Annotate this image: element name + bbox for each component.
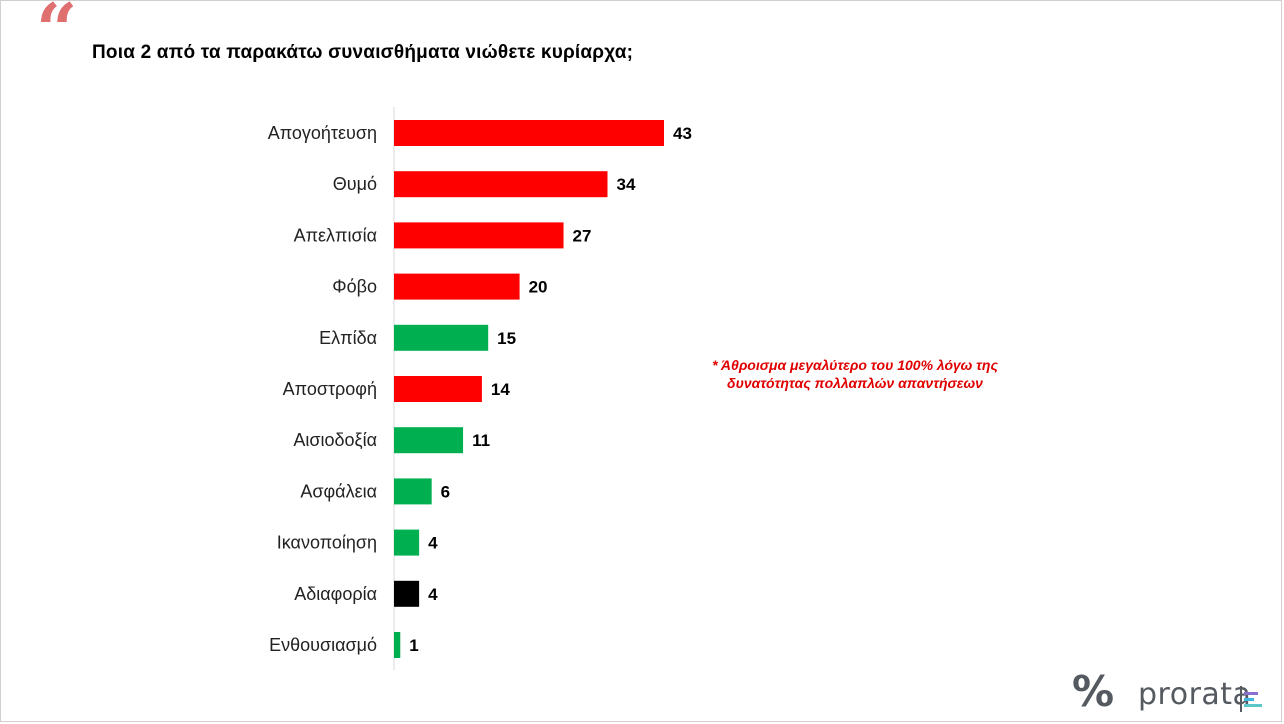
data-label: 4 — [428, 585, 438, 604]
category-label: Θυμό — [333, 174, 377, 194]
bar — [394, 529, 420, 556]
bar — [394, 427, 464, 454]
bar — [394, 273, 520, 300]
logo-text: prorata — [1138, 677, 1252, 712]
data-label: 1 — [409, 636, 418, 655]
bar — [394, 376, 482, 402]
data-label: 20 — [529, 278, 548, 297]
bar — [394, 120, 664, 146]
bar — [394, 580, 420, 607]
bar — [394, 171, 608, 198]
footnote-line-2: δυνατότητας πολλαπλών απαντήσεων — [727, 375, 983, 391]
footnote: * Άθροισμα μεγαλύτερο του 100% λόγω της … — [650, 356, 1060, 392]
category-label: Απελπισία — [294, 225, 377, 245]
category-label: Ικανοποίηση — [277, 533, 377, 553]
bar — [394, 222, 564, 249]
quote-mark-icon: “ — [36, 0, 78, 72]
category-label: Αδιαφορία — [294, 584, 377, 604]
data-label: 4 — [428, 534, 438, 553]
data-label: 27 — [573, 226, 592, 245]
category-label: Ενθουσιασμό — [269, 635, 377, 655]
bar — [394, 478, 432, 505]
category-label: Αποστροφή — [283, 379, 377, 399]
percent-logo-icon: % — [1072, 667, 1115, 716]
data-label: 14 — [491, 380, 510, 399]
data-label: 43 — [673, 124, 692, 143]
data-label: 6 — [441, 482, 450, 501]
category-label: Ασφάλεια — [300, 481, 377, 501]
logo-bars-icon — [1240, 686, 1270, 712]
data-label: 15 — [497, 329, 516, 348]
footnote-line-1: * Άθροισμα μεγαλύτερο του 100% λόγω της — [712, 357, 998, 373]
data-label: 11 — [472, 431, 490, 450]
category-label: Ελπίδα — [319, 328, 377, 348]
bar — [394, 324, 489, 351]
chart-title: Ποια 2 από τα παρακάτω συναισθήματα νιώθ… — [92, 42, 634, 63]
category-label: Αισιοδοξία — [293, 430, 377, 450]
category-label: Φόβο — [332, 277, 377, 297]
data-label: 34 — [616, 175, 635, 194]
bar — [394, 632, 401, 658]
category-label: Απογοήτευση — [268, 123, 377, 143]
